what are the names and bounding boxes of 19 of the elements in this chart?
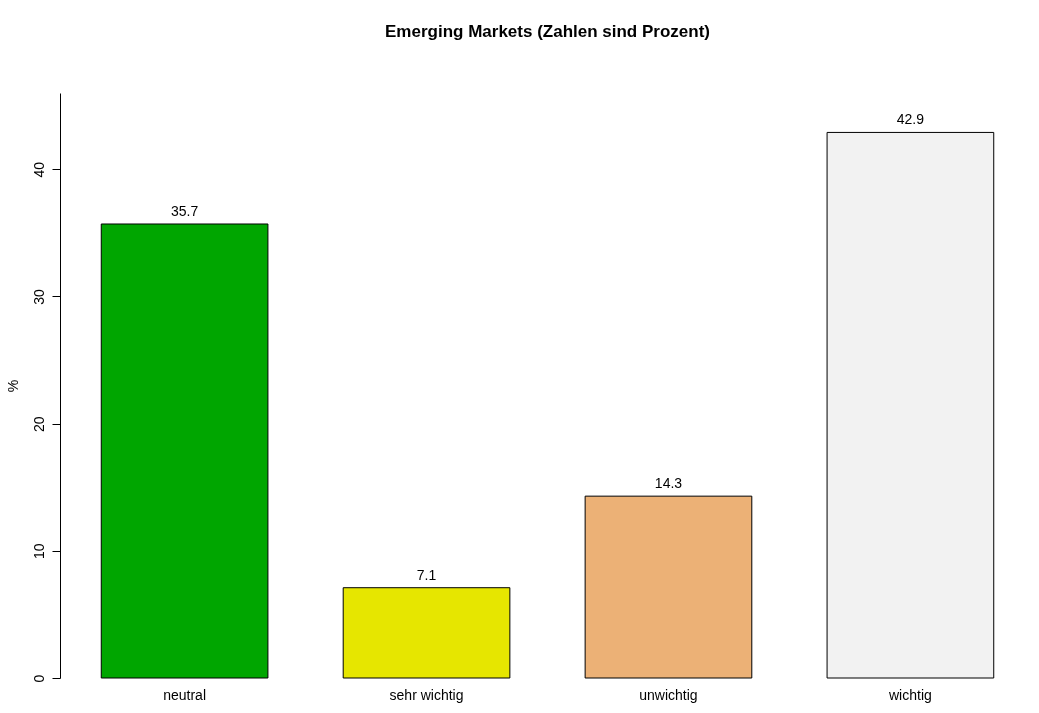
- y-axis-title: %: [4, 379, 21, 393]
- data-label: 35.7: [170, 202, 199, 219]
- x-tick-label: wichtig: [888, 686, 932, 703]
- x-tick-label: neutral: [163, 686, 206, 703]
- y-tick-label: 30: [30, 288, 47, 305]
- bar: [826, 131, 995, 679]
- bar: [100, 223, 269, 679]
- y-tick-label: 40: [30, 161, 47, 178]
- y-tick-label: 10: [30, 543, 47, 560]
- chart-title: Emerging Markets (Zahlen sind Prozent): [385, 22, 710, 41]
- x-tick-label: sehr wichtig: [389, 686, 464, 703]
- x-tick-label: unwichtig: [639, 686, 698, 703]
- data-label: 7.1: [416, 566, 437, 583]
- y-tick-label: 20: [30, 416, 47, 432]
- bar: [342, 587, 511, 679]
- data-label: 14.3: [654, 475, 683, 492]
- bar: [584, 495, 753, 679]
- y-tick-label: 0: [30, 674, 47, 683]
- data-label: 42.9: [896, 111, 925, 128]
